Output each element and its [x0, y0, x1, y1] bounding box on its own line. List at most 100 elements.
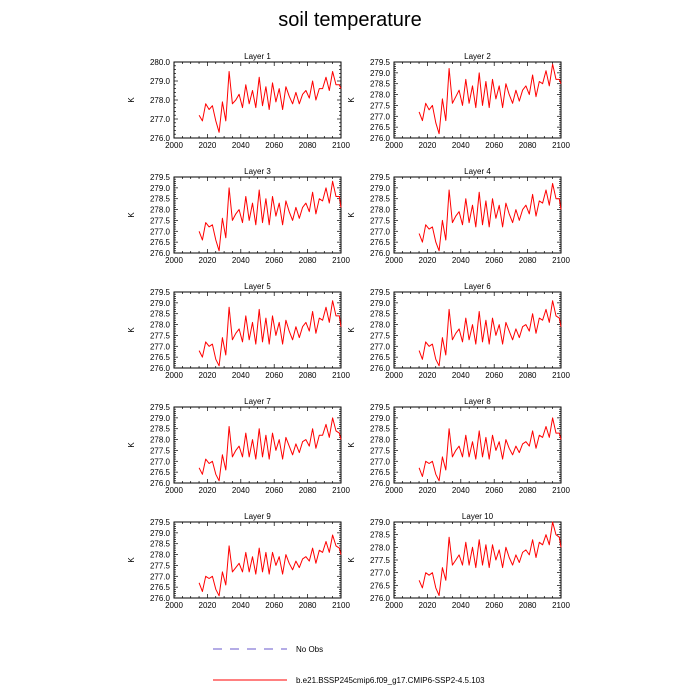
x-tick-label: 2040 — [452, 141, 470, 150]
y-tick-label: 276.5 — [150, 238, 171, 247]
y-axis-label: K — [127, 557, 136, 563]
x-tick-label: 2040 — [452, 486, 470, 495]
y-tick-label: 279.5 — [370, 173, 391, 182]
x-tick-label: 2040 — [232, 601, 250, 610]
series-line — [198, 534, 342, 597]
y-tick-label: 278.0 — [370, 91, 391, 100]
y-tick-label: 277.0 — [150, 457, 171, 466]
x-tick-label: 2000 — [385, 486, 403, 495]
y-tick-label: 279.5 — [150, 288, 171, 297]
y-tick-label: 278.5 — [150, 310, 171, 319]
chart-panel: Layer 10 K 2000 2020 2040 2060 2080 2100 276.0 27… — [347, 512, 570, 610]
y-tick-label: 277.0 — [150, 227, 171, 236]
y-tick-label: 277.0 — [150, 115, 171, 124]
x-tick-label: 2040 — [232, 141, 250, 150]
series-line — [418, 63, 562, 135]
y-axis-label: K — [127, 97, 136, 103]
x-tick-label: 2080 — [519, 486, 537, 495]
chart-panel: Layer 8 K 2000 2020 2040 2060 2080 2100 276.0 276… — [347, 397, 570, 495]
x-tick-label: 2020 — [419, 141, 437, 150]
panel-title: Layer 8 — [464, 397, 491, 406]
panel-title: Layer 9 — [244, 512, 271, 521]
x-tick-label: 2000 — [165, 601, 183, 610]
y-tick-label: 276.5 — [370, 581, 391, 590]
y-tick-label: 278.5 — [150, 425, 171, 434]
x-tick-label: 2040 — [232, 371, 250, 380]
x-tick-label: 2100 — [552, 601, 570, 610]
panel-title: Layer 10 — [462, 512, 494, 521]
panel-title: Layer 4 — [464, 167, 491, 176]
plot-frame — [393, 521, 562, 599]
x-tick-label: 2040 — [232, 256, 250, 265]
x-tick-label: 2100 — [332, 141, 350, 150]
y-tick-label: 276.0 — [370, 594, 391, 603]
x-tick-label: 2080 — [519, 256, 537, 265]
y-tick-label: 277.0 — [370, 457, 391, 466]
y-tick-label: 277.5 — [370, 101, 391, 110]
x-tick-label: 2100 — [552, 256, 570, 265]
y-tick-label: 278.5 — [370, 425, 391, 434]
series-line — [198, 300, 342, 367]
y-tick-label: 279.5 — [370, 288, 391, 297]
x-tick-label: 2000 — [165, 256, 183, 265]
y-tick-label: 279.5 — [150, 403, 171, 412]
x-tick-label: 2060 — [265, 141, 283, 150]
y-tick-label: 276.5 — [150, 353, 171, 362]
plot-frame — [393, 61, 562, 139]
x-tick-label: 2060 — [485, 486, 503, 495]
x-tick-label: 2000 — [165, 486, 183, 495]
x-tick-label: 2080 — [299, 486, 317, 495]
y-tick-label: 276.5 — [370, 468, 391, 477]
chart-panel: Layer 7 K 2000 2020 2040 2060 2080 2100 276.0 276… — [127, 397, 350, 495]
y-tick-label: 278.0 — [370, 206, 391, 215]
y-tick-label: 276.0 — [150, 134, 171, 143]
series-line — [418, 300, 562, 367]
y-tick-label: 279.0 — [150, 529, 171, 538]
y-tick-label: 278.0 — [150, 96, 171, 105]
y-tick-label: 277.5 — [150, 561, 171, 570]
x-tick-label: 2020 — [199, 256, 217, 265]
x-tick-label: 2000 — [385, 371, 403, 380]
y-axis-label: K — [347, 97, 356, 103]
y-axis-label: K — [127, 442, 136, 448]
chart-panel: Layer 5 K 2000 2020 2040 2060 2080 2100 276.0 276… — [127, 282, 350, 380]
y-tick-label: 278.0 — [150, 321, 171, 330]
y-tick-label: 277.0 — [370, 342, 391, 351]
y-tick-label: 277.5 — [370, 331, 391, 340]
y-tick-label: 277.0 — [150, 572, 171, 581]
x-tick-label: 2060 — [485, 601, 503, 610]
y-tick-label: 277.0 — [150, 342, 171, 351]
x-tick-label: 2020 — [199, 601, 217, 610]
x-tick-label: 2060 — [485, 256, 503, 265]
x-tick-label: 2040 — [452, 601, 470, 610]
figure-title: soil temperature — [278, 9, 422, 31]
y-tick-label: 279.5 — [370, 403, 391, 412]
y-tick-label: 276.5 — [370, 123, 391, 132]
y-tick-label: 277.0 — [370, 227, 391, 236]
x-tick-label: 2020 — [199, 141, 217, 150]
x-tick-label: 2060 — [485, 371, 503, 380]
x-tick-label: 2060 — [485, 141, 503, 150]
y-tick-label: 277.0 — [370, 569, 391, 578]
x-tick-label: 2020 — [419, 601, 437, 610]
y-tick-label: 276.0 — [150, 594, 171, 603]
y-axis-label: K — [347, 557, 356, 563]
y-axis-label: K — [347, 212, 356, 218]
series-line — [418, 521, 562, 596]
y-tick-label: 278.0 — [150, 551, 171, 560]
y-tick-label: 279.0 — [370, 518, 391, 527]
x-tick-label: 2100 — [332, 486, 350, 495]
x-tick-label: 2060 — [265, 601, 283, 610]
y-tick-label: 276.5 — [370, 238, 391, 247]
y-tick-label: 279.0 — [150, 184, 171, 193]
y-tick-label: 278.5 — [370, 195, 391, 204]
x-tick-label: 2000 — [165, 141, 183, 150]
chart-panel: Layer 6 K 2000 2020 2040 2060 2080 2100 276.0 276… — [347, 282, 570, 380]
chart-panel: Layer 2 K 2000 2020 2040 2060 2080 2100 276.0 276… — [347, 52, 570, 150]
y-tick-label: 276.0 — [150, 249, 171, 258]
chart-panel: Layer 4 K 2000 2020 2040 2060 2080 2100 276.0 276… — [347, 167, 570, 265]
x-tick-label: 2060 — [265, 486, 283, 495]
panel-title: Layer 1 — [244, 52, 271, 61]
panel-title: Layer 6 — [464, 282, 491, 291]
panel-title: Layer 7 — [244, 397, 271, 406]
